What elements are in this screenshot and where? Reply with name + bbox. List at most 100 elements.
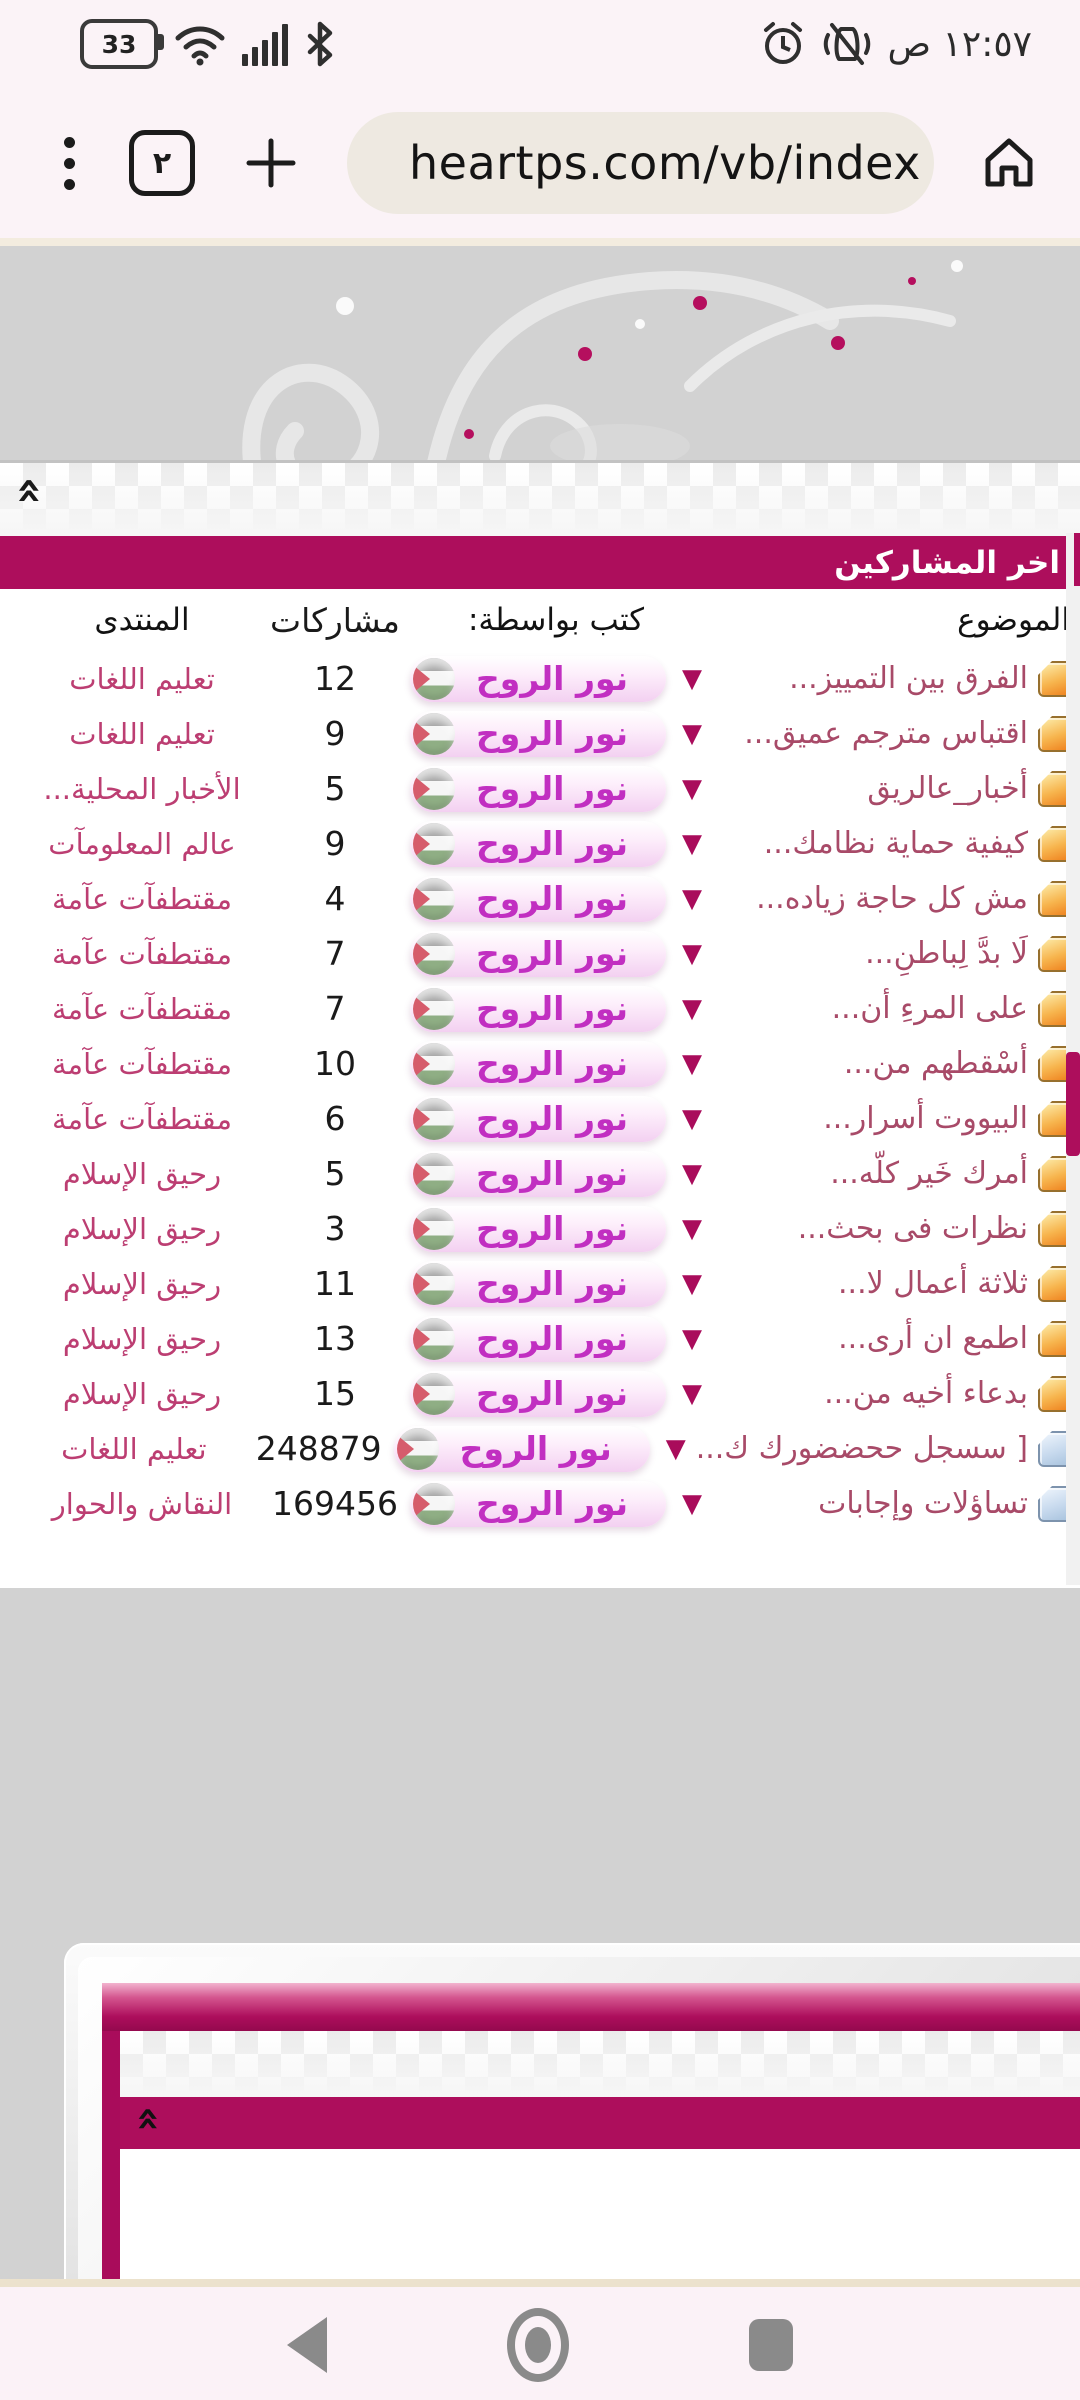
topic-link[interactable]: بدعاء أخيه من...: [824, 1376, 1028, 1411]
forum-link[interactable]: تعليم اللغات: [61, 1431, 207, 1466]
topic-link[interactable]: اقتباس مترجم عميق...: [744, 716, 1028, 751]
page-top-border: [0, 238, 1080, 246]
author-button[interactable]: نور الروح: [410, 1370, 666, 1417]
signal-bars-icon: [242, 24, 288, 66]
dropdown-arrow-icon[interactable]: ▼: [682, 938, 702, 969]
author-button[interactable]: نور الروح: [410, 820, 666, 867]
forum-link[interactable]: الأخبار المحلية...: [43, 771, 241, 806]
dropdown-arrow-icon[interactable]: ▼: [682, 1158, 702, 1189]
dropdown-arrow-icon[interactable]: ▼: [682, 828, 702, 859]
home-nav-icon[interactable]: [507, 2308, 569, 2382]
address-bar[interactable]: heartps.com/vb/index: [347, 112, 934, 214]
new-tab-icon[interactable]: [241, 133, 301, 193]
author-button[interactable]: نور الروح: [410, 1315, 666, 1362]
forum-link[interactable]: رحيق الإسلام: [62, 1266, 222, 1301]
posts-count: 7: [324, 989, 346, 1028]
panel-left-border: [102, 2031, 120, 2279]
author-button[interactable]: نور الروح: [410, 1095, 666, 1142]
topic-link[interactable]: نظرات فى بحث...: [797, 1211, 1028, 1246]
topic-link[interactable]: أمرك خَير كلّه...: [830, 1156, 1028, 1191]
topic-link[interactable]: اطمع ان أرى...: [838, 1321, 1028, 1356]
posts-count: 169456: [272, 1484, 398, 1523]
author-button[interactable]: نور الروح: [410, 1480, 666, 1527]
table-row: أمرك خَير كلّه... ▼ نور الروح 5 رحيق الإ…: [14, 1146, 1080, 1201]
vibrate-mute-icon: [823, 23, 870, 65]
posts-count: 7: [324, 934, 346, 973]
posts-count: 9: [324, 714, 346, 753]
palestine-flag-icon: [413, 877, 455, 920]
topic-link[interactable]: كيفية حماية نظامك...: [763, 826, 1028, 861]
forum-link[interactable]: مقتطفآت عآمة: [52, 991, 232, 1026]
topic-link[interactable]: البيووت أسرار...: [823, 1101, 1028, 1136]
dropdown-arrow-icon[interactable]: ▼: [682, 1323, 702, 1354]
table-row: ثلاثة أعمال لا... ▼ نور الروح 11 رحيق ال…: [14, 1256, 1080, 1311]
collapse-chevrons-icon[interactable]: [129, 2106, 169, 2132]
dropdown-arrow-icon[interactable]: ▼: [682, 993, 702, 1024]
forum-link[interactable]: تعليم اللغات: [69, 716, 215, 751]
forum-header-banner: [0, 246, 1080, 463]
forum-link[interactable]: رحيق الإسلام: [62, 1376, 222, 1411]
forum-link[interactable]: مقتطفآت عآمة: [52, 1046, 232, 1081]
back-button-icon[interactable]: [287, 2317, 327, 2373]
topic-link[interactable]: ثلاثة أعمال لا...: [838, 1266, 1028, 1301]
dropdown-arrow-icon[interactable]: ▼: [682, 1048, 702, 1079]
author-button[interactable]: نور الروح: [410, 985, 666, 1032]
collapse-chevrons-icon[interactable]: [8, 477, 52, 505]
author-name: نور الروح: [475, 1484, 629, 1523]
author-button[interactable]: نور الروح: [410, 1260, 666, 1307]
dropdown-arrow-icon[interactable]: ▼: [682, 718, 702, 749]
forum-link[interactable]: رحيق الإسلام: [62, 1156, 222, 1191]
topic-link[interactable]: مش كل حاجة زياده...: [756, 881, 1028, 916]
dropdown-arrow-icon[interactable]: ▼: [682, 1378, 702, 1409]
author-button[interactable]: نور الروح: [410, 930, 666, 977]
menu-kebab-icon[interactable]: [56, 129, 83, 198]
topic-link[interactable]: أخبار_عالريق: [867, 771, 1028, 806]
forum-link[interactable]: رحيق الإسلام: [62, 1211, 222, 1246]
posts-count: 248879: [255, 1429, 382, 1468]
author-name: نور الروح: [475, 1319, 629, 1358]
dropdown-arrow-icon[interactable]: ▼: [682, 663, 702, 694]
author-button[interactable]: نور الروح: [410, 1150, 666, 1197]
forum-link[interactable]: عالم المعلومآت: [48, 826, 236, 861]
author-button[interactable]: نور الروح: [410, 765, 666, 812]
topic-link[interactable]: تساؤلات وإجابات: [818, 1486, 1028, 1521]
table-row: البيووت أسرار... ▼ نور الروح 6 مقتطفآت ع…: [14, 1091, 1080, 1146]
scrollbar-thumb[interactable]: [1066, 1052, 1080, 1156]
forum-link[interactable]: رحيق الإسلام: [62, 1321, 222, 1356]
table-row: تساؤلات وإجابات ▼ نور الروح 169456 النقا…: [14, 1476, 1080, 1531]
forum-link[interactable]: مقتطفآت عآمة: [52, 881, 232, 916]
topic-link[interactable]: على المرءِ أن...: [831, 991, 1028, 1026]
header-topic: الموضوع: [957, 602, 1070, 638]
forum-link[interactable]: مقتطفآت عآمة: [52, 1101, 232, 1136]
dropdown-arrow-icon[interactable]: ▼: [682, 883, 702, 914]
dropdown-arrow-icon[interactable]: ▼: [682, 1488, 702, 1519]
topic-link[interactable]: الفرق بين التمييز...: [789, 661, 1028, 696]
tab-switcher-button[interactable]: ٢: [129, 130, 195, 196]
author-button[interactable]: نور الروح: [410, 655, 666, 702]
author-name: نور الروح: [475, 1099, 629, 1138]
forum-link[interactable]: النقاش والحوار: [51, 1486, 233, 1521]
topic-link[interactable]: أسْقطهم من...: [843, 1046, 1028, 1081]
scrollbar-header-sliver: [1074, 533, 1080, 586]
dropdown-arrow-icon[interactable]: ▼: [682, 773, 702, 804]
forum-link[interactable]: مقتطفآت عآمة: [52, 936, 232, 971]
dropdown-arrow-icon[interactable]: ▼: [665, 1433, 686, 1464]
author-button[interactable]: نور الروح: [410, 1205, 666, 1252]
author-button[interactable]: نور الروح: [410, 875, 666, 922]
author-button[interactable]: نور الروح: [393, 1425, 650, 1472]
topic-link[interactable]: [ سسجل ححضضورك ك...: [695, 1431, 1028, 1466]
dropdown-arrow-icon[interactable]: ▼: [682, 1213, 702, 1244]
home-button-icon[interactable]: [980, 134, 1038, 192]
forum-link[interactable]: تعليم اللغات: [69, 661, 215, 696]
recents-button-icon[interactable]: [749, 2319, 793, 2371]
panel-gradient-bar: [102, 1983, 1080, 2031]
swirl-decoration: [242, 260, 963, 460]
dropdown-arrow-icon[interactable]: ▼: [682, 1268, 702, 1299]
topic-link[interactable]: لَا بدَّ لِباطنِ...: [865, 936, 1028, 971]
posts-count: 5: [324, 1154, 346, 1193]
palestine-flag-icon: [413, 1482, 455, 1525]
dropdown-arrow-icon[interactable]: ▼: [682, 1103, 702, 1134]
panel-title: اخر المشاركين: [834, 544, 1060, 581]
author-button[interactable]: نور الروح: [410, 1040, 666, 1087]
author-button[interactable]: نور الروح: [410, 710, 666, 757]
